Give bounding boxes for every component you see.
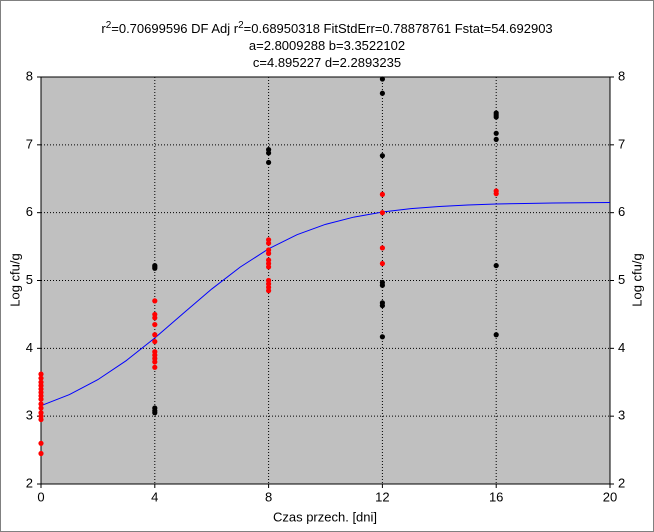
data-point bbox=[152, 410, 158, 416]
data-point bbox=[38, 396, 44, 402]
y2-tick-label: 6 bbox=[618, 204, 625, 219]
data-point bbox=[152, 315, 158, 321]
data-point bbox=[379, 282, 385, 288]
data-point bbox=[379, 76, 385, 82]
title-line: a=2.8009288 b=3.3522102 bbox=[249, 38, 405, 53]
data-point bbox=[379, 153, 385, 159]
data-point bbox=[379, 245, 385, 251]
x-tick-label: 16 bbox=[489, 489, 503, 504]
title-line: r2=0.70699596 DF Adj r2=0.68950318 FitSt… bbox=[101, 20, 552, 36]
data-point bbox=[152, 359, 158, 365]
title-text: =0.70699596 DF Adj r bbox=[111, 21, 239, 36]
data-point bbox=[493, 130, 499, 136]
y-tick-label: 8 bbox=[26, 68, 33, 83]
data-point bbox=[38, 450, 44, 457]
data-point bbox=[38, 375, 44, 381]
x-tick-label: 0 bbox=[37, 489, 44, 504]
title-text: a=2.8009288 b=3.3522102 bbox=[249, 38, 405, 53]
x-tick-label: 4 bbox=[151, 489, 158, 504]
y2-axis-label: Log cfu/g bbox=[629, 253, 644, 307]
data-point bbox=[152, 321, 158, 328]
y-tick-label: 7 bbox=[26, 136, 33, 151]
data-point bbox=[493, 332, 499, 338]
title-text: r bbox=[101, 21, 106, 36]
data-point bbox=[152, 265, 158, 271]
data-point bbox=[379, 90, 385, 96]
data-point bbox=[266, 159, 272, 166]
data-point bbox=[379, 210, 385, 216]
data-point bbox=[38, 416, 44, 423]
data-point bbox=[152, 338, 158, 345]
data-point bbox=[38, 371, 44, 377]
y2-tick-label: 5 bbox=[618, 272, 625, 287]
data-point bbox=[493, 136, 499, 143]
data-point bbox=[38, 440, 44, 446]
y-axis-label: Log cfu/g bbox=[7, 253, 22, 307]
y-tick-label: 2 bbox=[26, 475, 33, 490]
data-point bbox=[379, 334, 385, 340]
data-point bbox=[493, 191, 499, 197]
x-axis-label: Czas przech. [dni] bbox=[273, 509, 377, 524]
data-point bbox=[379, 191, 385, 197]
title-text: c=4.895227 d=2.2893235 bbox=[253, 55, 401, 70]
data-point bbox=[379, 260, 385, 267]
superscript: 2 bbox=[106, 20, 112, 31]
y-tick-label: 5 bbox=[26, 272, 33, 287]
x-tick-label: 8 bbox=[265, 489, 272, 504]
data-point bbox=[493, 262, 499, 269]
x-tick-label: 20 bbox=[603, 489, 617, 504]
y-tick-label: 6 bbox=[26, 204, 33, 219]
data-point bbox=[266, 288, 272, 294]
title-line: c=4.895227 d=2.2893235 bbox=[253, 55, 401, 70]
data-point bbox=[38, 401, 44, 407]
data-point bbox=[266, 240, 272, 246]
y2-tick-label: 3 bbox=[618, 408, 625, 423]
fit-curve bbox=[40, 202, 611, 407]
y2-tick-label: 8 bbox=[618, 68, 625, 83]
data-point bbox=[152, 364, 158, 370]
data-point bbox=[152, 298, 158, 304]
data-point bbox=[38, 405, 44, 411]
y2-tick-label: 2 bbox=[618, 475, 625, 490]
title-text: =0.68950318 FitStdErr=0.78878761 Fstat=5… bbox=[244, 21, 553, 36]
y2-tick-label: 7 bbox=[618, 136, 625, 151]
data-point bbox=[152, 332, 158, 338]
data-point bbox=[493, 114, 499, 120]
x-tick-label: 12 bbox=[375, 489, 389, 504]
data-point bbox=[266, 150, 272, 156]
y2-tick-label: 4 bbox=[618, 340, 625, 355]
data-point bbox=[266, 250, 272, 256]
superscript: 2 bbox=[238, 20, 244, 31]
y-tick-label: 3 bbox=[26, 408, 33, 423]
data-point bbox=[266, 264, 272, 270]
y-tick-label: 4 bbox=[26, 340, 33, 355]
data-point bbox=[379, 302, 385, 309]
plot-frame bbox=[40, 76, 611, 485]
